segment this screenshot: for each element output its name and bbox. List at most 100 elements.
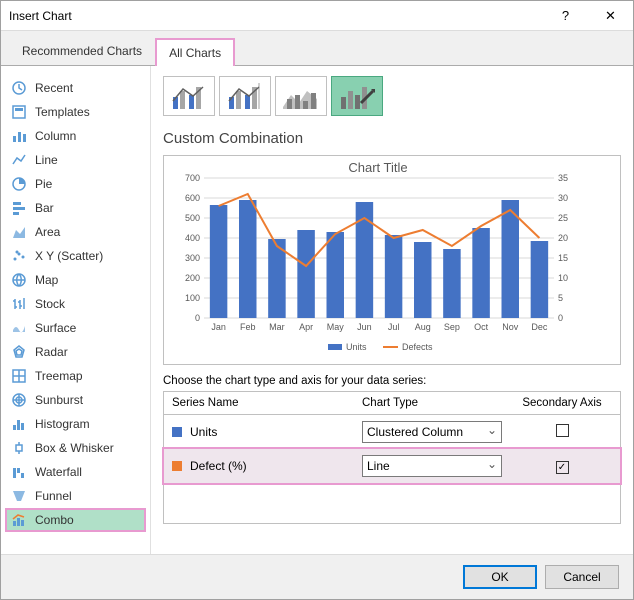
sidebar-item-combo[interactable]: Combo bbox=[5, 508, 146, 532]
svg-text:Units: Units bbox=[346, 342, 367, 352]
series-marker-icon bbox=[172, 461, 182, 471]
sidebar-item-label: Funnel bbox=[35, 489, 72, 503]
svg-text:Dec: Dec bbox=[531, 322, 548, 332]
treemap-icon bbox=[11, 368, 27, 384]
sidebar-item-label: Column bbox=[35, 129, 76, 143]
sidebar-item-label: Recent bbox=[35, 81, 73, 95]
stock-icon bbox=[11, 296, 27, 312]
secondary-axis-checkbox[interactable] bbox=[556, 424, 569, 437]
svg-text:300: 300 bbox=[185, 253, 200, 263]
sidebar-item-label: Templates bbox=[35, 105, 90, 119]
waterfall-icon bbox=[11, 464, 27, 480]
sidebar-item-histogram[interactable]: Histogram bbox=[5, 412, 146, 436]
sidebar-item-label: X Y (Scatter) bbox=[35, 249, 103, 263]
svg-text:Sep: Sep bbox=[444, 322, 460, 332]
svg-text:Chart Title: Chart Title bbox=[348, 160, 407, 175]
svg-text:20: 20 bbox=[558, 233, 568, 243]
tab-all-charts[interactable]: All Charts bbox=[155, 38, 235, 66]
sunburst-icon bbox=[11, 392, 27, 408]
sidebar-item-scatter[interactable]: X Y (Scatter) bbox=[5, 244, 146, 268]
templates-icon bbox=[11, 104, 27, 120]
ok-button[interactable]: OK bbox=[463, 565, 537, 589]
svg-text:700: 700 bbox=[185, 173, 200, 183]
svg-text:25: 25 bbox=[558, 213, 568, 223]
chart-svg: Chart Title01002003004005006007000510152… bbox=[168, 160, 588, 360]
sidebar-item-bar[interactable]: Bar bbox=[5, 196, 146, 220]
thumb-combo-2[interactable] bbox=[219, 76, 271, 116]
svg-text:Jan: Jan bbox=[211, 322, 226, 332]
series-marker-icon bbox=[172, 427, 182, 437]
svg-text:0: 0 bbox=[195, 313, 200, 323]
tab-bar: Recommended Charts All Charts bbox=[1, 31, 633, 66]
chart-preview: Chart Title01002003004005006007000510152… bbox=[163, 155, 621, 365]
sidebar-item-area[interactable]: Area bbox=[5, 220, 146, 244]
col-head-type: Chart Type bbox=[354, 392, 504, 414]
sidebar-item-label: Box & Whisker bbox=[35, 441, 114, 455]
thumb-combo-custom[interactable] bbox=[331, 76, 383, 116]
svg-text:Nov: Nov bbox=[502, 322, 519, 332]
sidebar-item-label: Radar bbox=[35, 345, 68, 359]
pie-icon bbox=[11, 176, 27, 192]
svg-text:35: 35 bbox=[558, 173, 568, 183]
sidebar-item-pie[interactable]: Pie bbox=[5, 172, 146, 196]
svg-text:Oct: Oct bbox=[474, 322, 489, 332]
sidebar-item-label: Treemap bbox=[35, 369, 83, 383]
combo-icon bbox=[11, 512, 27, 528]
tab-recommended[interactable]: Recommended Charts bbox=[9, 37, 155, 65]
sidebar-item-label: Area bbox=[35, 225, 60, 239]
svg-text:400: 400 bbox=[185, 233, 200, 243]
svg-text:Aug: Aug bbox=[415, 322, 431, 332]
sidebar-item-map[interactable]: Map bbox=[5, 268, 146, 292]
sidebar-item-line[interactable]: Line bbox=[5, 148, 146, 172]
series-name-label: Defect (%) bbox=[190, 459, 247, 473]
svg-text:15: 15 bbox=[558, 253, 568, 263]
sidebar-item-label: Combo bbox=[35, 513, 74, 527]
sidebar-item-stock[interactable]: Stock bbox=[5, 292, 146, 316]
column-icon bbox=[11, 128, 27, 144]
close-button[interactable]: ✕ bbox=[588, 1, 633, 31]
sidebar-item-label: Pie bbox=[35, 177, 52, 191]
sidebar-item-label: Waterfall bbox=[35, 465, 82, 479]
svg-text:0: 0 bbox=[558, 313, 563, 323]
series-grid: Series Name Chart Type Secondary Axis Un… bbox=[163, 391, 621, 524]
series-grid-header: Series Name Chart Type Secondary Axis bbox=[164, 392, 620, 415]
thumb-combo-1[interactable] bbox=[163, 76, 215, 116]
series-row-1: Defect (%) Line ✓ bbox=[164, 449, 620, 483]
svg-text:Defects: Defects bbox=[402, 342, 433, 352]
sidebar-item-recent[interactable]: Recent bbox=[5, 76, 146, 100]
sidebar-item-box[interactable]: Box & Whisker bbox=[5, 436, 146, 460]
sidebar-item-funnel[interactable]: Funnel bbox=[5, 484, 146, 508]
chart-type-select[interactable]: Clustered Column bbox=[362, 421, 502, 443]
svg-text:Apr: Apr bbox=[299, 322, 313, 332]
cancel-button[interactable]: Cancel bbox=[545, 565, 619, 589]
sidebar-item-sunburst[interactable]: Sunburst bbox=[5, 388, 146, 412]
sidebar-item-templates[interactable]: Templates bbox=[5, 100, 146, 124]
recent-icon bbox=[11, 80, 27, 96]
sidebar-item-radar[interactable]: Radar bbox=[5, 340, 146, 364]
main-panel: Custom Combination Chart Title0100200300… bbox=[151, 66, 633, 554]
secondary-axis-checkbox[interactable]: ✓ bbox=[556, 461, 569, 474]
radar-icon bbox=[11, 344, 27, 360]
help-button[interactable]: ? bbox=[543, 1, 588, 31]
sidebar-item-label: Surface bbox=[35, 321, 76, 335]
subtype-title: Custom Combination bbox=[163, 130, 621, 147]
sidebar-item-column[interactable]: Column bbox=[5, 124, 146, 148]
surface-icon bbox=[11, 320, 27, 336]
sidebar-item-waterfall[interactable]: Waterfall bbox=[5, 460, 146, 484]
svg-text:500: 500 bbox=[185, 213, 200, 223]
svg-text:10: 10 bbox=[558, 273, 568, 283]
dialog-title: Insert Chart bbox=[9, 9, 543, 23]
sidebar-item-surface[interactable]: Surface bbox=[5, 316, 146, 340]
sidebar-item-treemap[interactable]: Treemap bbox=[5, 364, 146, 388]
scatter-icon bbox=[11, 248, 27, 264]
sidebar-item-label: Histogram bbox=[35, 417, 90, 431]
svg-text:Jun: Jun bbox=[357, 322, 372, 332]
titlebar: Insert Chart ? ✕ bbox=[1, 1, 633, 31]
thumb-combo-3[interactable] bbox=[275, 76, 327, 116]
sidebar-item-label: Sunburst bbox=[35, 393, 83, 407]
funnel-icon bbox=[11, 488, 27, 504]
chart-type-select[interactable]: Line bbox=[362, 455, 502, 477]
svg-text:Mar: Mar bbox=[269, 322, 285, 332]
svg-text:Feb: Feb bbox=[240, 322, 256, 332]
dialog-footer: OK Cancel bbox=[1, 554, 633, 599]
